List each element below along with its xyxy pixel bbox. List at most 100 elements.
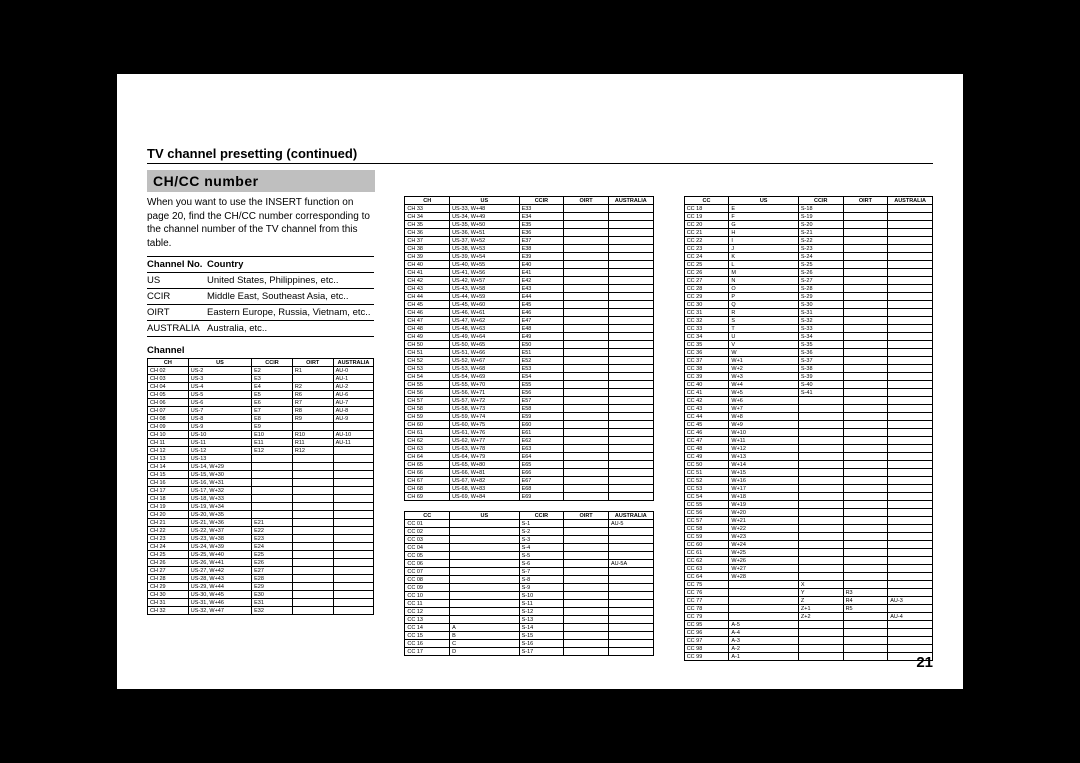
table-header: AUSTRALIA bbox=[888, 197, 933, 205]
table-row: CH 09US-9E9 bbox=[148, 423, 374, 431]
table-row: CH 66US-66, W+81E66 bbox=[405, 469, 653, 477]
table-row: CH 46US-46, W+61E46 bbox=[405, 309, 653, 317]
table-row: CC 97A-3 bbox=[684, 637, 932, 645]
table-row: CC 76YR3 bbox=[684, 589, 932, 597]
table-row: CC 34US-34 bbox=[684, 333, 932, 341]
table-row: CC 18ES-18 bbox=[684, 205, 932, 213]
table-row: CH 61US-61, W+76E61 bbox=[405, 429, 653, 437]
table-row: CH 30US-30, W+45E30 bbox=[148, 591, 374, 599]
table-row: CH 19US-19, W+34 bbox=[148, 503, 374, 511]
intro-text: When you want to use the INSERT function… bbox=[147, 196, 374, 250]
table-header: OIRT bbox=[843, 197, 888, 205]
table-row: CH 07US-7E7R8AU-8 bbox=[148, 407, 374, 415]
table-row: CH 29US-29, W+44E29 bbox=[148, 583, 374, 591]
table-header: CH bbox=[405, 197, 450, 205]
table-row: CC 35VS-35 bbox=[684, 341, 932, 349]
table-row: CC 47W+11 bbox=[684, 437, 932, 445]
table-row: CC 98A-2 bbox=[684, 645, 932, 653]
table-row: CC 44W+8 bbox=[684, 413, 932, 421]
table-row: CC 62W+26 bbox=[684, 557, 932, 565]
table-row: CH 58US-58, W+73E58 bbox=[405, 405, 653, 413]
table-row: CC 05S-5 bbox=[405, 552, 653, 560]
country-header: Channel No. bbox=[147, 257, 207, 273]
table-row: CH 57US-57, W+72E57 bbox=[405, 397, 653, 405]
table-row: CC 23JS-23 bbox=[684, 245, 932, 253]
table-row: CH 45US-45, W+60E45 bbox=[405, 301, 653, 309]
table-row: CH 47US-47, W+62E47 bbox=[405, 317, 653, 325]
table-row: CC 36WS-36 bbox=[684, 349, 932, 357]
table-row: CH 06US-6E6R7AU-7 bbox=[148, 399, 374, 407]
table-row: CH 08US-8E8R9AU-9 bbox=[148, 415, 374, 423]
table-header: CC bbox=[405, 512, 450, 520]
table-row: CC 52W+16 bbox=[684, 477, 932, 485]
table-header: CCIR bbox=[519, 197, 564, 205]
table-row: CC 07S-7 bbox=[405, 568, 653, 576]
table-row: CH 18US-18, W+33 bbox=[148, 495, 374, 503]
table-row: CH 42US-42, W+57E42 bbox=[405, 277, 653, 285]
channel-table-2b: CCUSCCIROIRTAUSTRALIA CC 01S-1AU-5CC 02S… bbox=[404, 511, 653, 656]
country-row: USUnited States, Philippines, etc.. bbox=[147, 273, 374, 289]
table-row: CH 35US-35, W+50E35 bbox=[405, 221, 653, 229]
table-row: CH 15US-15, W+30 bbox=[148, 471, 374, 479]
table-row: CH 36US-36, W+51E36 bbox=[405, 229, 653, 237]
table-row: CC 61W+25 bbox=[684, 549, 932, 557]
table-row: CH 38US-38, W+53E38 bbox=[405, 245, 653, 253]
table-header: CCIR bbox=[252, 359, 293, 367]
table-row: CC 03S-3 bbox=[405, 536, 653, 544]
table-row: CH 41US-41, W+56E41 bbox=[405, 269, 653, 277]
table-row: CH 39US-39, W+54E39 bbox=[405, 253, 653, 261]
table-header: US bbox=[450, 512, 520, 520]
table-row: CH 49US-49, W+64E49 bbox=[405, 333, 653, 341]
table-row: CC 31RS-31 bbox=[684, 309, 932, 317]
manual-page: TV channel presetting (continued) CH/CC … bbox=[117, 74, 963, 689]
table-row: CC 32SS-32 bbox=[684, 317, 932, 325]
table-row: CH 62US-62, W+77E62 bbox=[405, 437, 653, 445]
table-row: CC 42W+6 bbox=[684, 397, 932, 405]
columns-container: When you want to use the INSERT function… bbox=[147, 196, 933, 661]
table-row: CC 49W+13 bbox=[684, 453, 932, 461]
table-row: CC 16CS-16 bbox=[405, 640, 653, 648]
table-row: CH 22US-22, W+37E22 bbox=[148, 527, 374, 535]
table-row: CC 57W+21 bbox=[684, 517, 932, 525]
channel-table-2a: CHUSCCIROIRTAUSTRALIA CH 33US-33, W+48E3… bbox=[404, 196, 653, 501]
table-row: CH 68US-68, W+83E68 bbox=[405, 485, 653, 493]
table-row: CC 40W+4S-40 bbox=[684, 381, 932, 389]
table-row: CC 15BS-15 bbox=[405, 632, 653, 640]
table-row: CC 09S-9 bbox=[405, 584, 653, 592]
table-row: CC 22IS-22 bbox=[684, 237, 932, 245]
country-header: Country bbox=[207, 257, 374, 273]
table-row: CH 13US-13 bbox=[148, 455, 374, 463]
table-row: CH 40US-40, W+55E40 bbox=[405, 261, 653, 269]
table-row: CH 55US-55, W+70E55 bbox=[405, 381, 653, 389]
table-row: CC 17DS-17 bbox=[405, 648, 653, 656]
section-title: CH/CC number bbox=[147, 170, 375, 192]
table-header: AUSTRALIA bbox=[608, 512, 653, 520]
table-row: CC 60W+24 bbox=[684, 541, 932, 549]
country-row: CCIRMiddle East, Southeast Asia, etc.. bbox=[147, 289, 374, 305]
page-number: 21 bbox=[916, 654, 933, 671]
table-row: CC 28OS-28 bbox=[684, 285, 932, 293]
table-row: CH 43US-43, W+58E43 bbox=[405, 285, 653, 293]
table-row: CC 77ZR4AU-3 bbox=[684, 597, 932, 605]
country-row: OIRTEastern Europe, Russia, Vietnam, etc… bbox=[147, 305, 374, 321]
table-row: CC 38W+2S-38 bbox=[684, 365, 932, 373]
table-row: CH 54US-54, W+69E54 bbox=[405, 373, 653, 381]
table-row: CH 34US-34, W+49E34 bbox=[405, 213, 653, 221]
table-row: CH 52US-52, W+67E52 bbox=[405, 357, 653, 365]
table-row: CH 64US-64, W+79E64 bbox=[405, 453, 653, 461]
table-row: CC 75X bbox=[684, 581, 932, 589]
table-row: CH 32US-32, W+47E32 bbox=[148, 607, 374, 615]
table-row: CH 11US-11E11R11AU-11 bbox=[148, 439, 374, 447]
table-row: CH 20US-20, W+35 bbox=[148, 511, 374, 519]
table-row: CC 01S-1AU-5 bbox=[405, 520, 653, 528]
table-row: CH 53US-53, W+68E53 bbox=[405, 365, 653, 373]
table-row: CC 58W+22 bbox=[684, 525, 932, 533]
table-row: CH 03US-3E3AU-1 bbox=[148, 375, 374, 383]
table-row: CC 08S-8 bbox=[405, 576, 653, 584]
table-header: CH bbox=[148, 359, 189, 367]
table-header: US bbox=[729, 197, 799, 205]
table-row: CC 96A-4 bbox=[684, 629, 932, 637]
table-row: CH 65US-65, W+80E65 bbox=[405, 461, 653, 469]
table-row: CH 24US-24, W+39E24 bbox=[148, 543, 374, 551]
table-row: CC 50W+14 bbox=[684, 461, 932, 469]
